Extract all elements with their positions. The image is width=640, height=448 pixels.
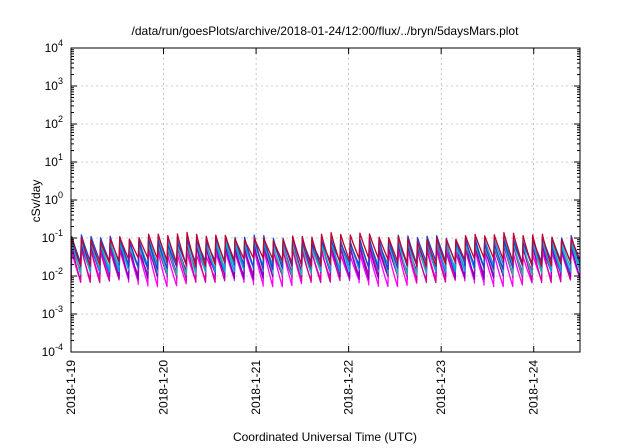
x-tick-label: 2018-1-20 [157,360,171,415]
grid-lines [71,48,580,352]
axis-ticks: 10-4 10-3 10-2 10-1 100 101 102 103 104 2018-1-19… [42,38,580,415]
x-axis-label: Coordinated Universal Time (UTC) [233,430,417,444]
y-tick-label: 101 [45,152,63,169]
y-axis-label: cSv/day [29,180,43,223]
chart-title: /data/run/goesPlots/archive/2018-01-24/1… [132,24,520,38]
x-tick-label: 2018-1-23 [434,360,448,415]
y-tick-label: 10-3 [42,304,63,321]
y-tick-label: 10-4 [42,342,63,359]
series-lines [71,231,580,288]
series-line-3 [71,240,580,280]
y-tick-label: 10-2 [42,266,63,283]
x-tick-label: 2018-1-22 [342,360,356,415]
series-line-7 [71,231,580,267]
y-tick-label: 102 [45,114,63,131]
x-tick-label: 2018-1-24 [527,360,541,415]
y-tick-label: 104 [45,38,63,55]
y-tick-label: 103 [45,76,63,93]
plot-area-frame [70,47,581,353]
x-tick-label: 2018-1-19 [64,360,78,415]
y-tick-label: 10-1 [42,228,63,245]
y-tick-label: 100 [45,190,63,207]
x-tick-label: 2018-1-21 [249,360,263,415]
